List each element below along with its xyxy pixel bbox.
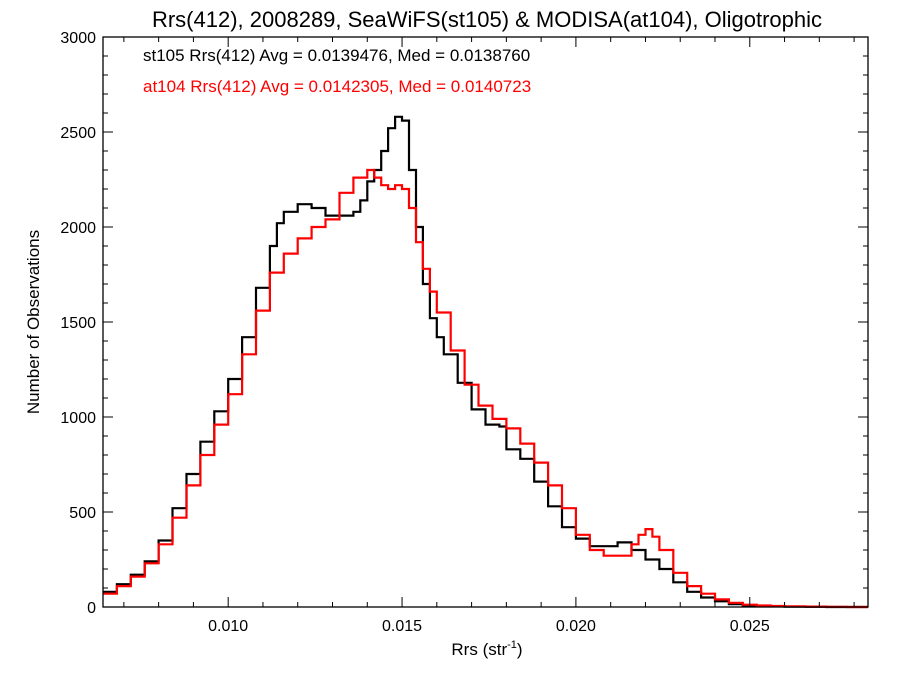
series-line-st105 <box>103 115 868 609</box>
x-axis-label: Rrs (str-1) <box>451 639 522 659</box>
plot-frame <box>102 36 869 608</box>
legend-entry-at104: at104 Rrs(412) Avg = 0.0142305, Med = 0.… <box>143 77 531 96</box>
y-axis: 0 500 1000 1500 2000 2500 3000 <box>60 30 868 617</box>
series-line-at104 <box>103 168 868 609</box>
series-layer <box>103 115 868 609</box>
y-tick-label: 1000 <box>60 410 96 427</box>
x-tick-label: 0.015 <box>382 618 422 635</box>
x-tick-label: 0.010 <box>208 618 248 635</box>
y-tick-label: 1500 <box>60 315 96 332</box>
legend-entry-st105: st105 Rrs(412) Avg = 0.0139476, Med = 0.… <box>143 46 530 65</box>
x-axis-label-close: ) <box>517 640 523 659</box>
x-axis-label-text: Rrs (str <box>451 640 507 659</box>
y-axis-label: Number of Observations <box>24 230 43 414</box>
y-tick-label: 2500 <box>60 125 96 142</box>
y-tick-label: 500 <box>69 505 96 522</box>
x-axis: 0.010 0.015 0.020 0.025 <box>123 37 855 635</box>
x-tick-label: 0.020 <box>556 618 596 635</box>
legend: st105 Rrs(412) Avg = 0.0139476, Med = 0.… <box>143 46 531 96</box>
x-axis-label-sup: -1 <box>507 639 517 651</box>
x-tick-label: 0.025 <box>730 618 770 635</box>
y-tick-label: 0 <box>87 600 96 617</box>
y-tick-label: 3000 <box>60 30 96 47</box>
y-tick-label: 2000 <box>60 220 96 237</box>
chart-title: Rrs(412), 2008289, SeaWiFS(st105) & MODI… <box>152 7 822 32</box>
